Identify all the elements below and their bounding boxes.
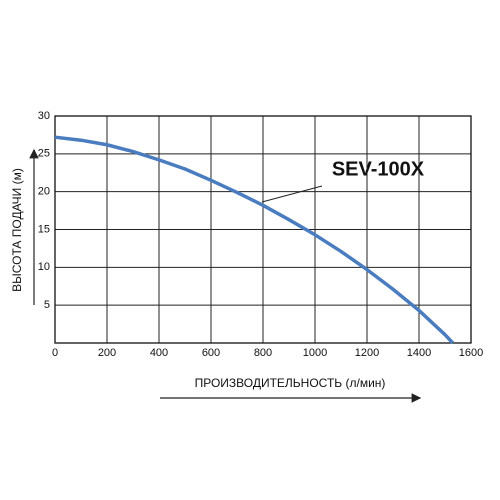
annotation-leader bbox=[261, 185, 323, 203]
line-series bbox=[54, 135, 455, 345]
y-tick-label: 25 bbox=[38, 148, 50, 160]
x-tick-label: 0 bbox=[52, 347, 58, 359]
y-tick-label: 30 bbox=[38, 110, 50, 122]
annotation: SEV-100X bbox=[332, 158, 425, 180]
x-tick-label: 600 bbox=[202, 347, 220, 359]
y-tick-label: 5 bbox=[44, 299, 50, 311]
x-tick-label: 200 bbox=[98, 347, 116, 359]
x-tick-label: 1200 bbox=[355, 347, 379, 359]
x-tick-label: 1400 bbox=[407, 347, 431, 359]
x-tick-label: 1600 bbox=[459, 347, 483, 359]
x-axis-label: ПРОИЗВОДИТЕЛЬНОСТЬ (л/мин) bbox=[195, 376, 386, 390]
x-tick-label: 400 bbox=[150, 347, 168, 359]
y-tick-label: 20 bbox=[38, 186, 50, 198]
y-tick-label: 15 bbox=[38, 223, 50, 235]
x-tick-label: 1000 bbox=[303, 347, 327, 359]
x-tick-label: 800 bbox=[254, 347, 272, 359]
y-axis-label: ВЫСОТА ПОДАЧИ (м) bbox=[10, 168, 24, 292]
plot-frame bbox=[54, 115, 472, 344]
y-tick-label: 10 bbox=[38, 261, 50, 273]
